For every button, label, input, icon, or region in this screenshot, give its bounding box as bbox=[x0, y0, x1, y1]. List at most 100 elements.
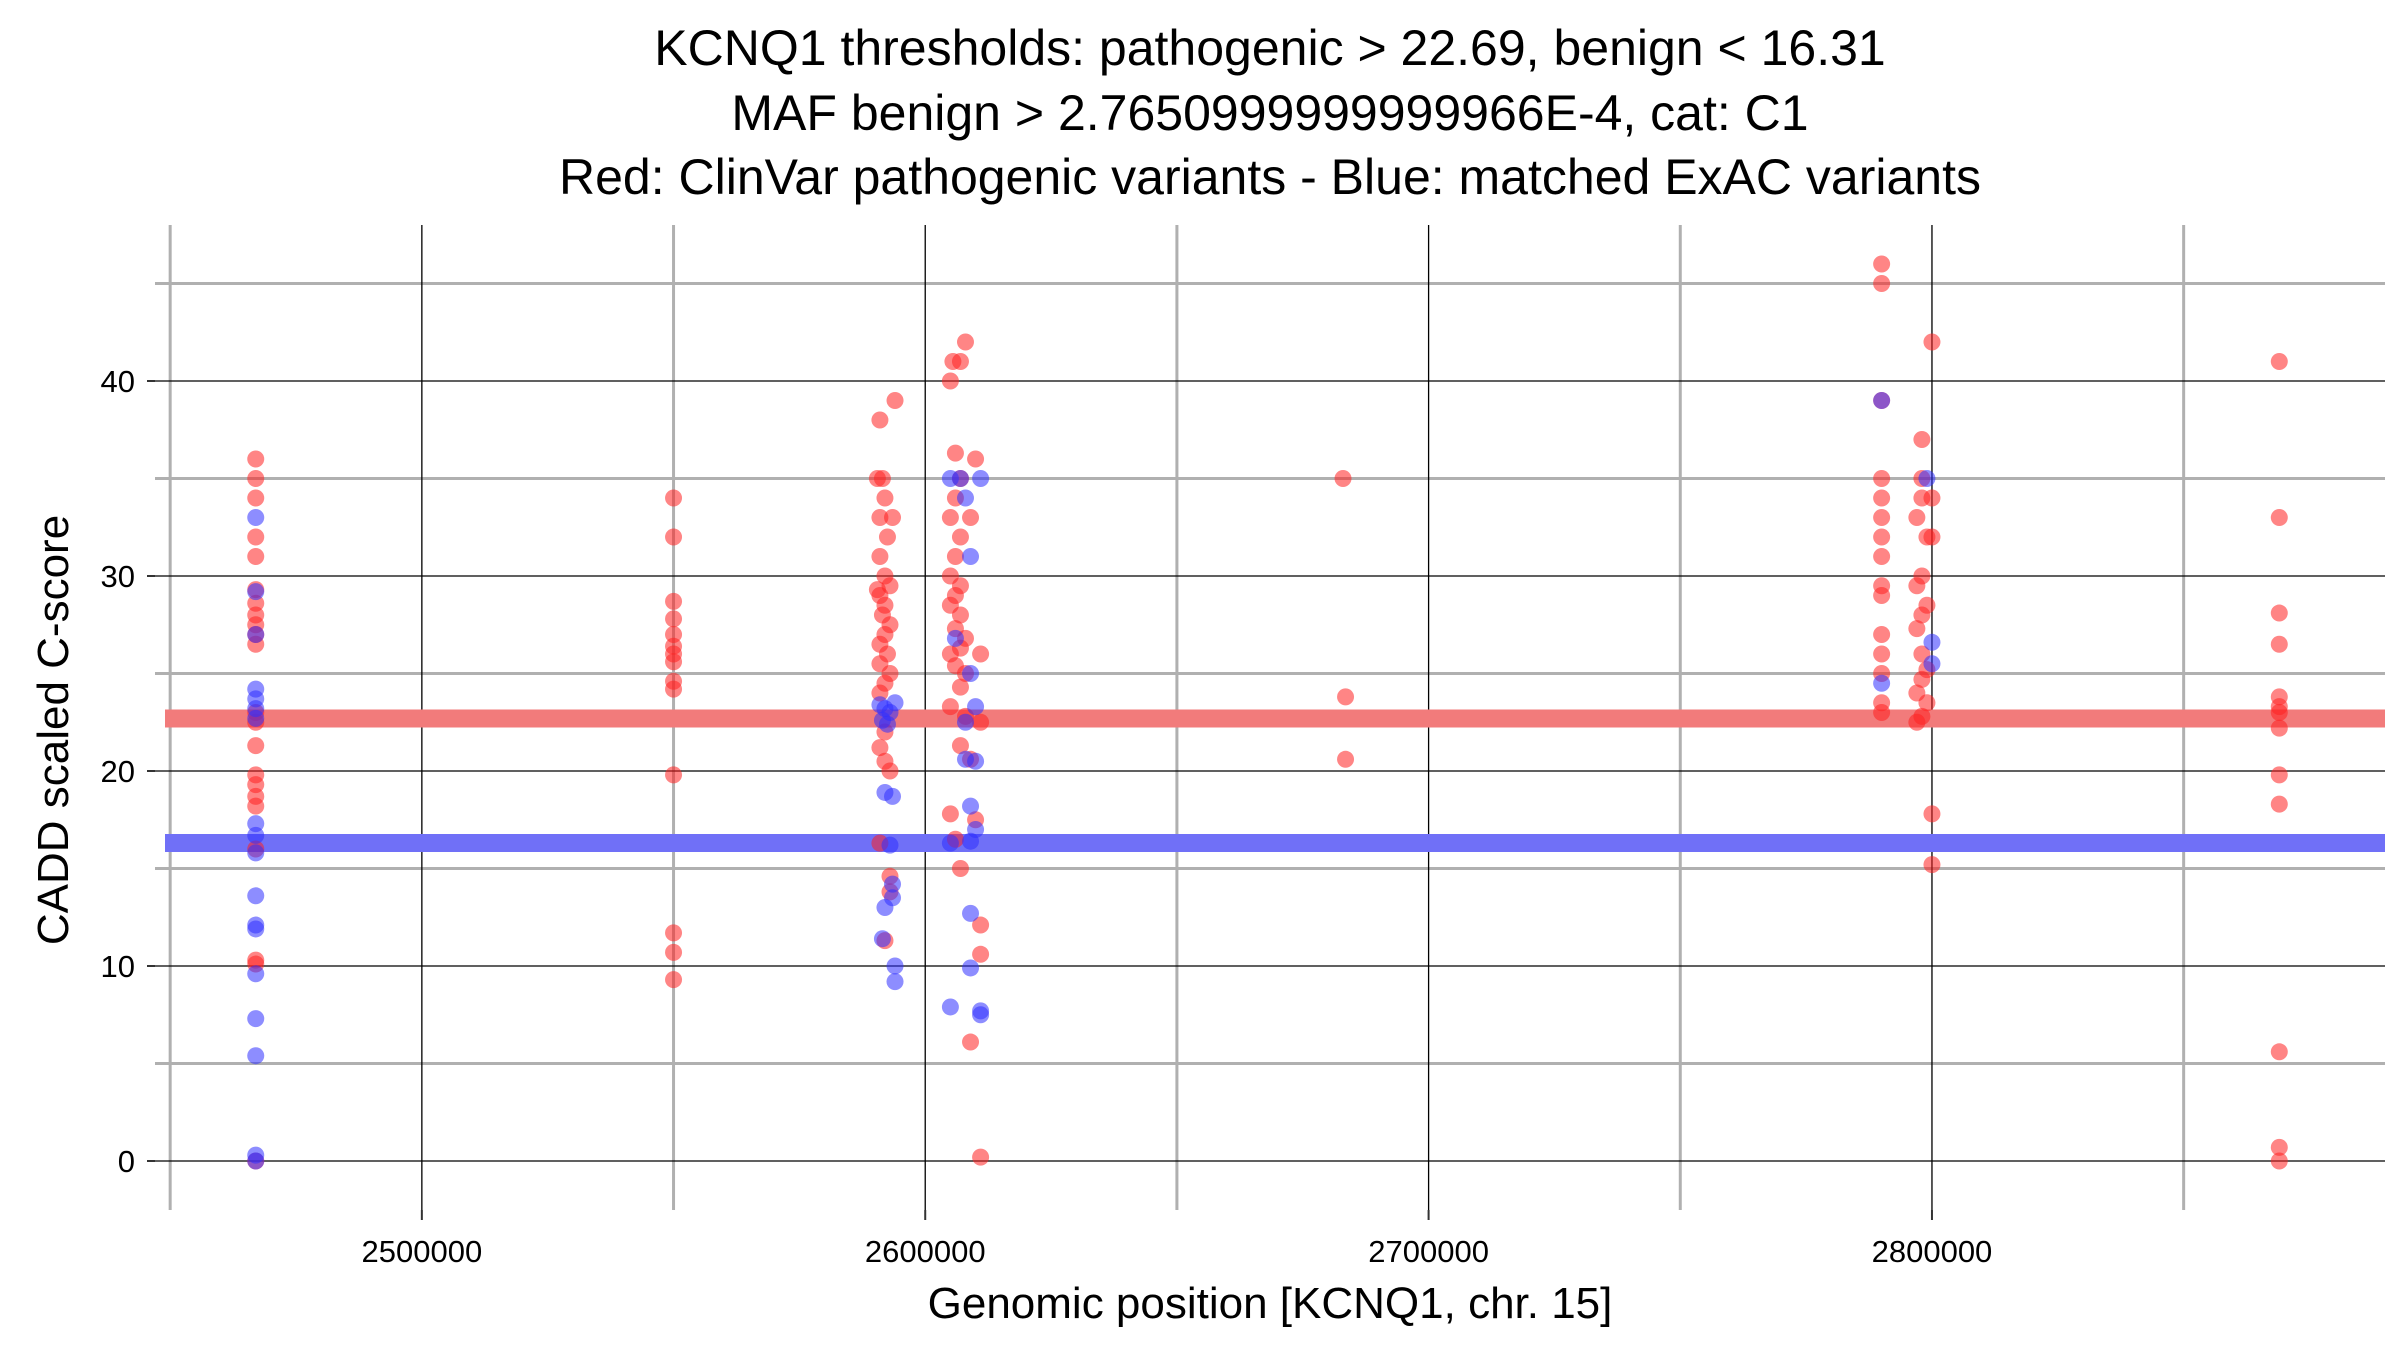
data-point-series-0 bbox=[1873, 489, 1891, 507]
data-point-series-0 bbox=[247, 528, 265, 546]
chart-title-line-2: MAF benign > 2.7650999999999966E-4, cat:… bbox=[731, 85, 1808, 141]
data-point-series-0 bbox=[2270, 1043, 2288, 1061]
data-point-series-0 bbox=[871, 684, 889, 702]
data-point-series-1 bbox=[886, 957, 904, 975]
x-tick-label: 2600000 bbox=[865, 1234, 986, 1269]
data-point-series-0 bbox=[972, 945, 990, 963]
data-point-series-0 bbox=[876, 489, 894, 507]
data-point-series-0 bbox=[941, 805, 959, 823]
data-point-series-0 bbox=[1873, 645, 1891, 663]
data-point-series-1 bbox=[873, 930, 891, 948]
data-point-series-1 bbox=[247, 965, 265, 983]
data-point-series-0 bbox=[941, 372, 959, 390]
data-point-series-1 bbox=[967, 752, 985, 770]
data-point-series-0 bbox=[868, 581, 886, 599]
data-points bbox=[247, 255, 2288, 1170]
data-point-series-0 bbox=[2270, 1138, 2288, 1156]
data-point-series-0 bbox=[1337, 688, 1355, 706]
data-point-series-1 bbox=[247, 709, 265, 727]
y-axis-label: CADD scaled C-score bbox=[29, 515, 78, 945]
data-point-series-0 bbox=[972, 645, 990, 663]
data-point-series-0 bbox=[1908, 713, 1926, 731]
data-point-series-0 bbox=[941, 509, 959, 526]
data-point-series-0 bbox=[1873, 470, 1891, 487]
data-point-series-0 bbox=[1908, 509, 1926, 526]
data-point-series-0 bbox=[2270, 353, 2288, 370]
data-point-series-0 bbox=[1873, 626, 1891, 643]
data-point-series-0 bbox=[665, 971, 683, 989]
x-tick-label: 2500000 bbox=[362, 1234, 483, 1269]
data-point-series-1 bbox=[247, 844, 265, 862]
x-axis-label: Genomic position [KCNQ1, chr. 15] bbox=[928, 1279, 1613, 1328]
data-point-series-0 bbox=[665, 489, 683, 507]
y-tick-label: 40 bbox=[101, 364, 135, 399]
data-point-series-1 bbox=[962, 904, 980, 922]
data-point-series-0 bbox=[946, 444, 964, 462]
data-point-series-1 bbox=[247, 1010, 265, 1028]
data-point-series-1 bbox=[962, 832, 980, 850]
data-point-series-0 bbox=[1908, 620, 1926, 638]
data-point-series-0 bbox=[868, 470, 886, 487]
data-point-series-1 bbox=[247, 1047, 265, 1065]
data-point-series-0 bbox=[665, 592, 683, 610]
data-point-series-0 bbox=[247, 594, 265, 612]
data-point-series-0 bbox=[665, 924, 683, 942]
data-point-series-1 bbox=[941, 834, 959, 852]
data-point-series-0 bbox=[2270, 766, 2288, 784]
data-point-series-1 bbox=[1923, 633, 1941, 651]
data-point-series-0 bbox=[951, 606, 969, 624]
data-point-series-0 bbox=[871, 509, 889, 526]
data-point-series-1 bbox=[247, 815, 265, 833]
data-point-series-1 bbox=[967, 698, 985, 716]
x-tick-label: 2800000 bbox=[1872, 1234, 1993, 1269]
data-point-series-1 bbox=[956, 713, 974, 731]
data-point-series-0 bbox=[1873, 548, 1891, 565]
data-point-series-1 bbox=[972, 470, 990, 487]
y-tick-label: 20 bbox=[101, 754, 135, 789]
data-point-series-0 bbox=[1873, 275, 1891, 292]
data-point-series-1 bbox=[876, 899, 894, 916]
data-point-series-0 bbox=[1334, 470, 1352, 487]
data-point-series-0 bbox=[665, 528, 683, 546]
data-point-series-0 bbox=[1873, 509, 1891, 526]
data-point-series-0 bbox=[951, 678, 969, 696]
data-point-series-0 bbox=[1337, 750, 1355, 768]
data-point-series-1 bbox=[956, 489, 974, 507]
data-point-series-0 bbox=[878, 528, 896, 546]
data-point-series-0 bbox=[972, 916, 990, 934]
data-point-series-1 bbox=[884, 787, 902, 805]
data-point-series-0 bbox=[951, 528, 969, 546]
data-point-series-1 bbox=[247, 826, 265, 844]
data-point-series-0 bbox=[962, 509, 980, 526]
axis-ticks: 0 10 20 30 40 2500000 2600000 2700000 2800000 bbox=[101, 364, 1993, 1269]
data-point-series-0 bbox=[884, 509, 902, 526]
data-point-series-1 bbox=[247, 887, 265, 905]
data-point-series-0 bbox=[962, 1033, 980, 1051]
data-point-series-0 bbox=[247, 737, 265, 755]
chart-title-line-3: Red: ClinVar pathogenic variants - Blue:… bbox=[559, 149, 1981, 205]
data-point-series-1 bbox=[1873, 392, 1891, 409]
data-point-series-1 bbox=[1923, 655, 1941, 673]
data-point-series-0 bbox=[1923, 528, 1941, 546]
data-point-series-1 bbox=[962, 548, 980, 565]
data-point-series-0 bbox=[2270, 719, 2288, 737]
data-point-series-0 bbox=[1913, 431, 1931, 448]
data-point-series-0 bbox=[2270, 1152, 2288, 1170]
data-point-series-0 bbox=[941, 698, 959, 716]
data-point-series-0 bbox=[1913, 670, 1931, 688]
y-tick-label: 10 bbox=[101, 949, 135, 984]
data-point-series-0 bbox=[665, 766, 683, 784]
data-point-series-0 bbox=[871, 548, 889, 565]
data-point-series-1 bbox=[886, 973, 904, 991]
data-point-series-1 bbox=[247, 1152, 265, 1170]
data-point-series-1 bbox=[951, 470, 969, 487]
data-point-series-0 bbox=[972, 713, 990, 731]
data-point-series-1 bbox=[878, 715, 896, 733]
data-point-series-0 bbox=[1913, 606, 1931, 624]
data-point-series-0 bbox=[247, 489, 265, 507]
data-point-series-0 bbox=[967, 450, 985, 468]
data-point-series-1 bbox=[962, 797, 980, 815]
data-point-series-0 bbox=[881, 762, 899, 780]
threshold-lines bbox=[165, 709, 2385, 852]
y-tick-label: 0 bbox=[118, 1144, 135, 1179]
